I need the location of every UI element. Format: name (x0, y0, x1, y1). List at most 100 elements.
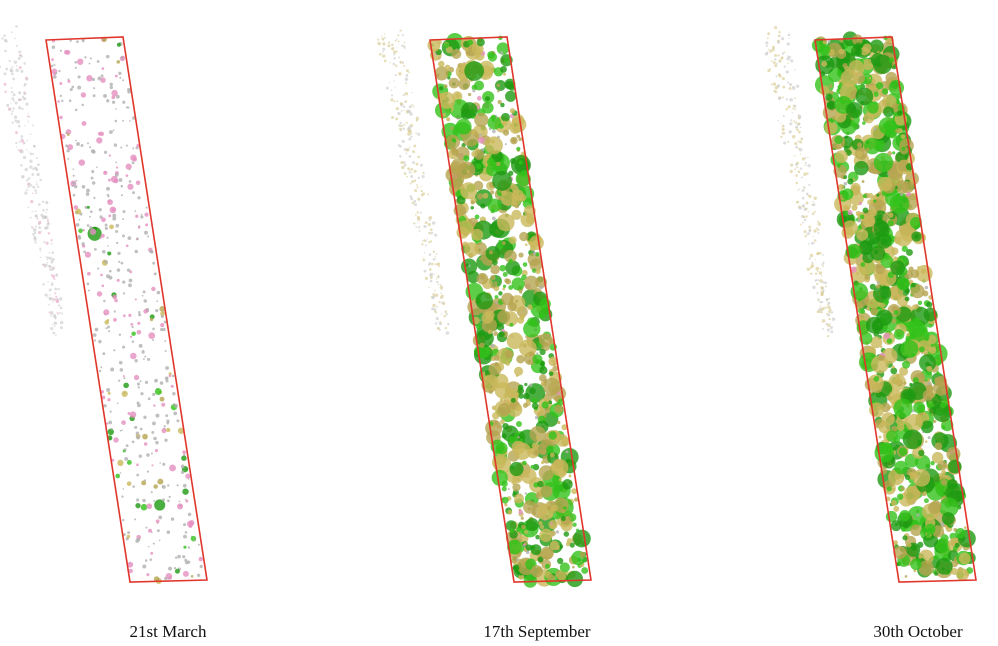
point (874, 222, 890, 238)
point (446, 313, 448, 315)
point (121, 495, 123, 497)
point (781, 37, 784, 40)
point (11, 87, 13, 89)
point (182, 555, 185, 558)
point (924, 498, 929, 503)
point (517, 478, 521, 482)
point (395, 117, 398, 120)
point (398, 72, 401, 75)
point (43, 241, 45, 243)
point (778, 97, 781, 100)
point (832, 317, 836, 321)
point (127, 481, 132, 486)
point (782, 128, 785, 131)
point (151, 464, 153, 466)
point (119, 77, 121, 79)
point (145, 223, 148, 226)
point (482, 132, 484, 134)
point (151, 453, 153, 455)
point (789, 87, 792, 90)
point (126, 537, 129, 540)
point (792, 107, 794, 109)
point (183, 484, 187, 488)
point (789, 83, 792, 86)
point (806, 172, 808, 174)
point (525, 518, 538, 531)
point (410, 168, 413, 171)
point (115, 474, 120, 479)
point (404, 164, 406, 166)
point (441, 313, 442, 314)
point (144, 213, 148, 217)
point (109, 154, 111, 156)
point (959, 553, 971, 565)
point (582, 558, 584, 560)
point (505, 143, 507, 145)
point (779, 35, 780, 36)
point (513, 540, 517, 544)
point (787, 42, 790, 45)
point (46, 242, 49, 245)
point (911, 544, 917, 550)
point (384, 37, 386, 39)
point (183, 571, 189, 577)
point (107, 237, 109, 239)
point (806, 202, 809, 205)
point (395, 74, 397, 76)
point (921, 269, 926, 274)
point (429, 253, 432, 256)
point (401, 110, 403, 112)
point (796, 128, 799, 131)
point (9, 60, 11, 62)
point (402, 140, 405, 143)
point (825, 306, 827, 308)
point (565, 450, 568, 453)
point (18, 51, 21, 54)
point (84, 56, 86, 58)
point (778, 73, 781, 76)
point (789, 130, 792, 133)
point (147, 358, 150, 361)
point (461, 102, 477, 118)
point (100, 366, 102, 368)
point (808, 195, 811, 198)
point (407, 167, 410, 170)
point (175, 569, 180, 574)
point (431, 296, 432, 297)
point (525, 492, 527, 494)
point (825, 285, 827, 287)
point (169, 375, 172, 378)
point (795, 174, 798, 177)
point (169, 496, 171, 498)
point (44, 266, 46, 268)
point (126, 164, 132, 170)
point (51, 274, 53, 276)
point (115, 75, 118, 78)
point (428, 223, 431, 226)
point (446, 331, 450, 335)
point (117, 279, 120, 282)
point (437, 262, 440, 265)
point (899, 447, 908, 456)
point (413, 105, 415, 107)
point (798, 206, 801, 209)
point (382, 42, 385, 45)
point (926, 534, 930, 538)
point (807, 157, 808, 158)
point (815, 267, 819, 271)
point (128, 412, 131, 415)
point (417, 216, 420, 219)
point (110, 368, 114, 372)
point (57, 312, 59, 314)
point (132, 191, 135, 194)
point (926, 301, 932, 307)
point (12, 110, 14, 112)
point (512, 277, 525, 290)
point (60, 326, 63, 329)
point (98, 340, 102, 344)
point (803, 215, 806, 218)
point (28, 186, 30, 188)
point (792, 87, 795, 90)
point (516, 355, 524, 363)
point (419, 230, 421, 232)
